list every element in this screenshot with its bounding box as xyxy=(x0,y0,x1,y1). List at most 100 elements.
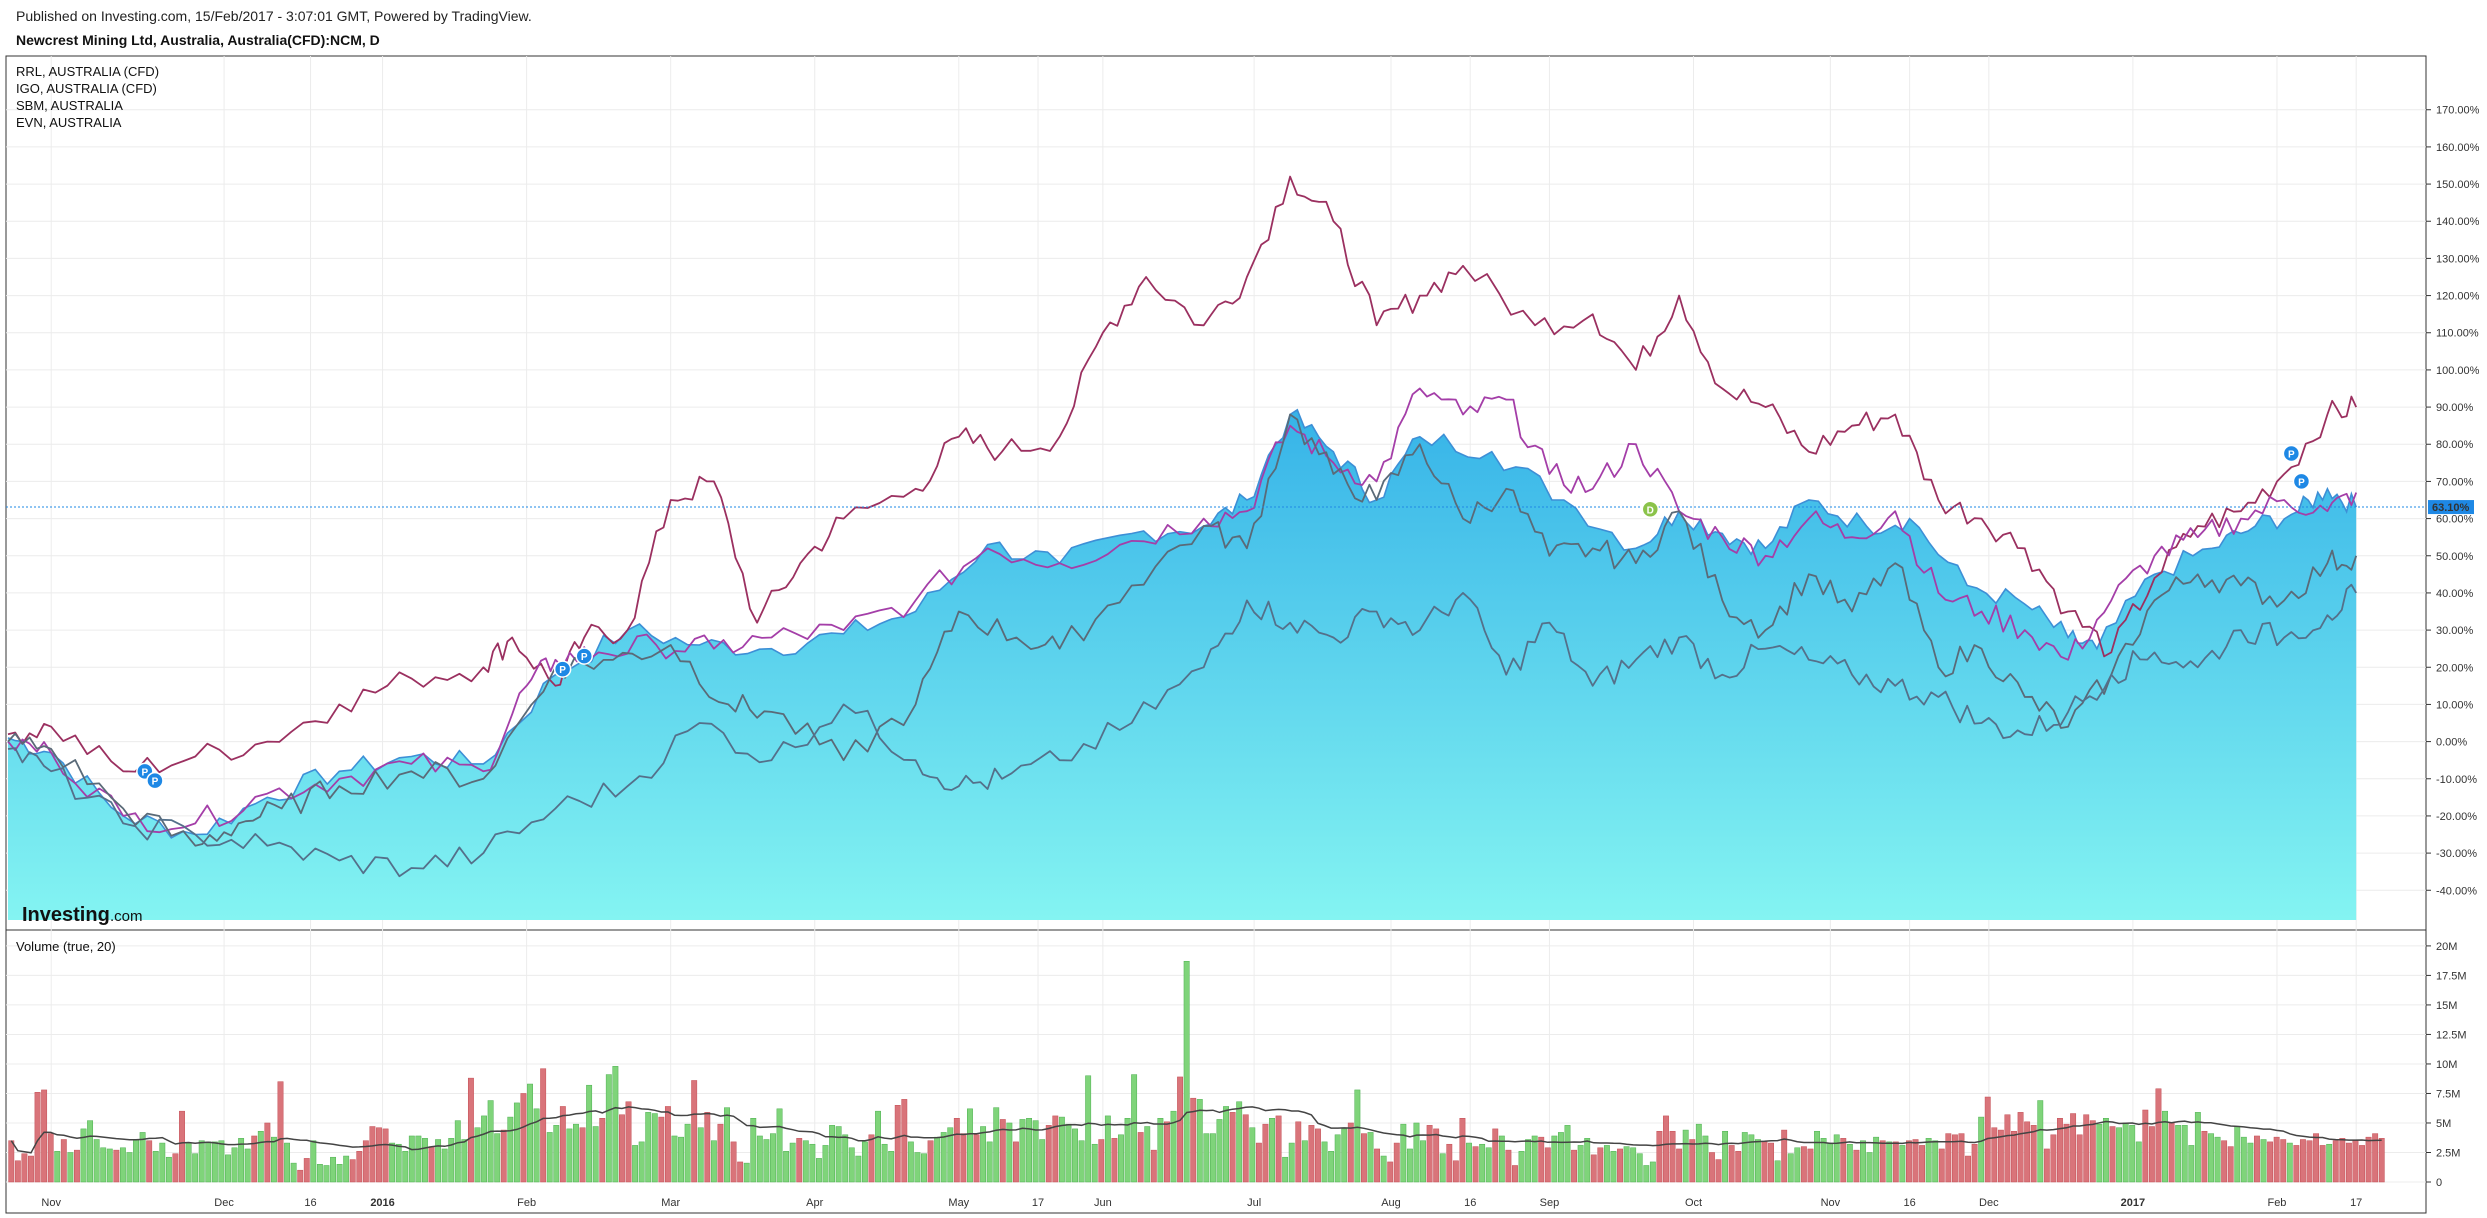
volume-bar xyxy=(1590,1154,1597,1183)
volume-bar xyxy=(244,1148,251,1183)
legend-evn: EVN, AUSTRALIA xyxy=(16,115,122,130)
y-tick-label: 50.00% xyxy=(2436,551,2474,563)
volume-bar xyxy=(842,1134,849,1183)
volume-bar xyxy=(1774,1160,1781,1183)
volume-bar xyxy=(2273,1136,2280,1183)
volume-bar xyxy=(1328,1151,1335,1183)
volume-bar xyxy=(632,1145,639,1183)
volume-bar xyxy=(1321,1141,1328,1183)
volume-bar xyxy=(1879,1140,1886,1183)
volume-bar xyxy=(612,1066,619,1183)
y-tick-label: 100.00% xyxy=(2436,365,2480,377)
volume-bar xyxy=(1039,1139,1046,1183)
logo-suffix: .com xyxy=(110,908,143,925)
volume-bar xyxy=(1177,1076,1184,1183)
volume-bar xyxy=(454,1120,461,1183)
volume-bar xyxy=(146,1140,153,1183)
volume-bar xyxy=(172,1153,179,1183)
x-tick-label: Oct xyxy=(1685,1197,1702,1209)
volume-moving-average xyxy=(10,1106,2382,1154)
volume-bar xyxy=(323,1165,330,1183)
volume-bar xyxy=(2378,1138,2385,1183)
volume-bar xyxy=(573,1123,579,1183)
volume-bar xyxy=(1065,1123,1072,1183)
volume-bar xyxy=(1676,1148,1683,1183)
volume-bar xyxy=(100,1147,107,1183)
volume-bar xyxy=(1860,1140,1866,1183)
volume-bar xyxy=(927,1140,934,1183)
volume-bar xyxy=(638,1141,645,1183)
volume-bar xyxy=(179,1110,185,1183)
volume-bar xyxy=(1229,1112,1236,1183)
volume-bar xyxy=(855,1155,862,1183)
volume-bar xyxy=(1702,1135,1709,1183)
volume-bar xyxy=(1157,1118,1164,1183)
volume-bar xyxy=(651,1113,658,1183)
volume-bar xyxy=(1466,1142,1472,1183)
volume-bar xyxy=(2267,1141,2274,1183)
volume-bar xyxy=(422,1138,428,1183)
volume-bar xyxy=(894,1105,901,1183)
y-tick-label: 90.00% xyxy=(2436,402,2474,414)
volume-bar xyxy=(2057,1118,2063,1183)
volume-bar xyxy=(704,1112,711,1183)
volume-bar xyxy=(1282,1156,1289,1183)
volume-bar xyxy=(382,1128,389,1183)
x-tick-label: 17 xyxy=(2350,1197,2362,1209)
volume-bar xyxy=(1833,1134,1840,1183)
volume-bar xyxy=(1505,1149,1512,1183)
volume-bar xyxy=(428,1146,435,1183)
volume-bar xyxy=(1315,1128,1321,1183)
y-tick-label: 40.00% xyxy=(2436,588,2474,600)
volume-bar xyxy=(41,1089,48,1183)
volume-bar xyxy=(2004,1114,2011,1183)
volume-bar xyxy=(1111,1138,1118,1183)
split-marker-label: P xyxy=(2298,477,2305,488)
volume-bar xyxy=(1544,1147,1551,1183)
volume-bar xyxy=(2260,1139,2267,1183)
volume-bar xyxy=(2332,1140,2339,1183)
volume-bar xyxy=(2201,1130,2208,1183)
volume-bar xyxy=(1058,1116,1065,1183)
volume-bar xyxy=(809,1143,816,1183)
volume-bar xyxy=(1098,1139,1105,1183)
dividend-marker-label: D xyxy=(1647,505,1654,516)
vol-y-tick-label: 5M xyxy=(2436,1118,2451,1130)
time-axis: Nov Dec 16 2016 Feb Mar Apr May 17 Jun Jul Aug 16 Sep… xyxy=(41,1197,2362,1209)
volume-bar xyxy=(1906,1140,1912,1183)
volume-bar xyxy=(1295,1121,1302,1183)
volume-bar xyxy=(717,1123,724,1183)
y-tick-label: 170.00% xyxy=(2436,105,2480,117)
volume-bar xyxy=(1498,1135,1505,1183)
volume-pane-title: Volume (true, 20) xyxy=(16,939,116,954)
volume-bar xyxy=(1078,1140,1085,1183)
vol-y-tick-label: 0 xyxy=(2436,1177,2442,1189)
volume-bar xyxy=(1361,1133,1367,1183)
volume-bar xyxy=(1531,1135,1538,1183)
volume-bar xyxy=(513,1102,520,1183)
volume-bar xyxy=(1649,1161,1656,1183)
volume-bar xyxy=(783,1151,790,1183)
x-tick-label: 2017 xyxy=(2121,1197,2145,1209)
volume-bar xyxy=(487,1100,494,1183)
volume-bar xyxy=(159,1142,166,1183)
vol-y-tick-label: 20M xyxy=(2436,941,2457,953)
volume-bar xyxy=(21,1153,28,1183)
volume-bar xyxy=(2083,1114,2090,1183)
volume-bar xyxy=(185,1142,192,1183)
y-tick-label: 60.00% xyxy=(2436,514,2474,526)
volume-bar xyxy=(907,1141,914,1183)
volume-bar xyxy=(1433,1128,1440,1183)
igo-line xyxy=(7,387,2358,834)
split-marker: P xyxy=(575,647,593,665)
volume-bar xyxy=(1557,1132,1564,1183)
volume-bar xyxy=(1164,1121,1170,1183)
y-tick-label: 140.00% xyxy=(2436,216,2480,228)
volume-bar xyxy=(940,1132,947,1183)
volume-bar xyxy=(986,1141,993,1183)
volume-bar xyxy=(2359,1145,2365,1183)
split-marker-label: P xyxy=(152,777,159,788)
volume-bar xyxy=(1249,1127,1256,1183)
volume-bar xyxy=(1551,1135,1558,1183)
